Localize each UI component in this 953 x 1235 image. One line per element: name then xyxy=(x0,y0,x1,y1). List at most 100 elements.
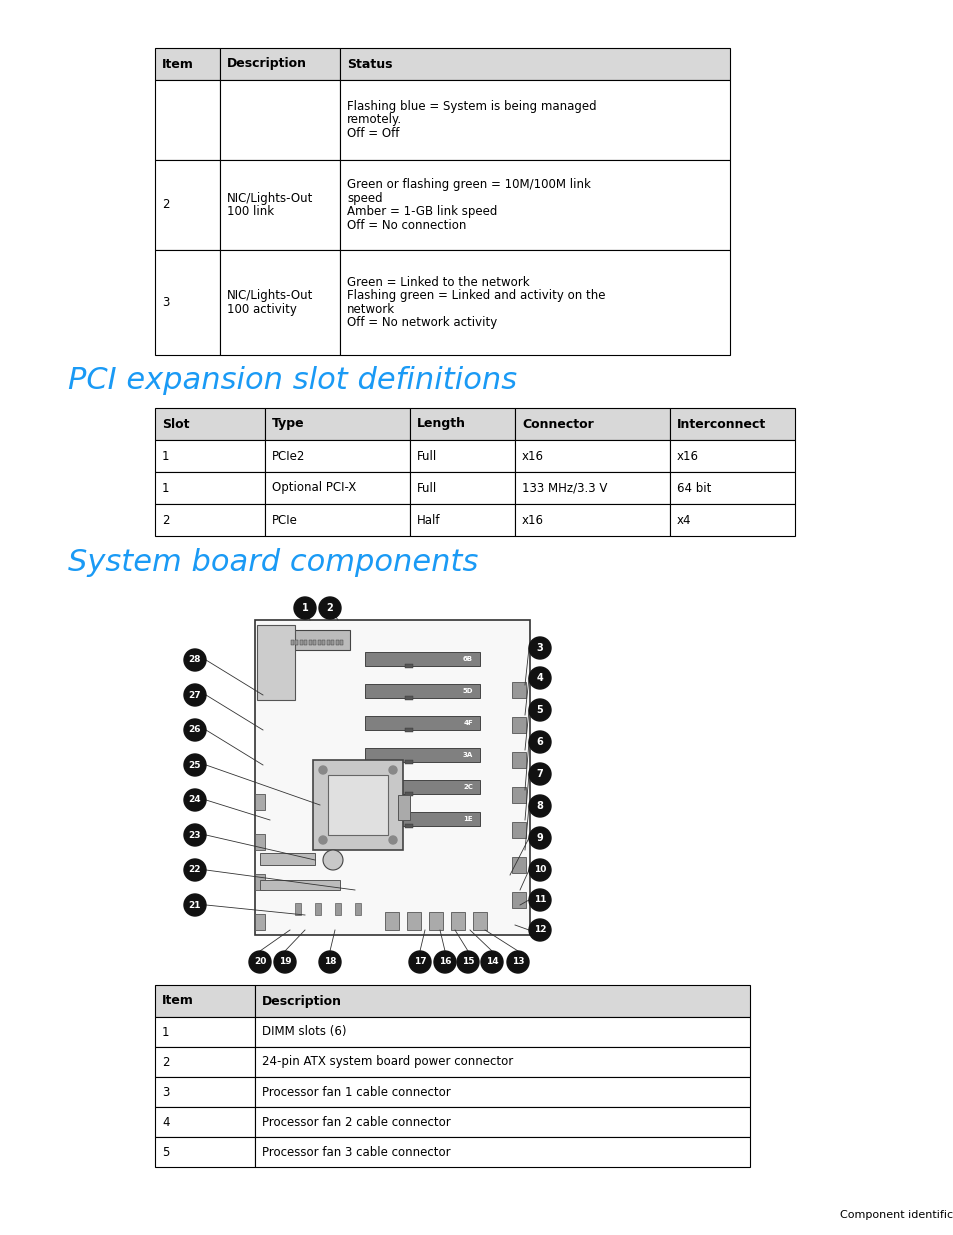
Bar xyxy=(254,620,530,935)
Circle shape xyxy=(480,951,502,973)
Text: 1: 1 xyxy=(301,603,308,613)
Bar xyxy=(327,640,330,645)
Bar xyxy=(265,408,410,440)
Bar xyxy=(254,1016,749,1047)
Bar xyxy=(512,752,525,768)
Bar xyxy=(340,640,343,645)
Circle shape xyxy=(184,894,206,916)
Text: remotely.: remotely. xyxy=(347,114,402,126)
Circle shape xyxy=(529,763,551,785)
Text: 6: 6 xyxy=(536,737,543,747)
Circle shape xyxy=(434,951,456,973)
Text: Description: Description xyxy=(262,994,341,1008)
Bar xyxy=(328,776,388,835)
Bar xyxy=(365,652,479,666)
Text: 12: 12 xyxy=(533,925,546,935)
Circle shape xyxy=(409,951,431,973)
Text: Amber = 1-GB link speed: Amber = 1-GB link speed xyxy=(347,205,497,219)
Text: Full: Full xyxy=(416,450,436,462)
Text: NIC/Lights-Out: NIC/Lights-Out xyxy=(227,289,313,303)
Text: 7: 7 xyxy=(536,769,543,779)
Text: 3A: 3A xyxy=(462,752,473,758)
Text: 4F: 4F xyxy=(463,720,473,726)
Bar xyxy=(515,472,669,504)
Text: x16: x16 xyxy=(521,514,543,526)
Circle shape xyxy=(389,836,396,844)
Text: Full: Full xyxy=(416,482,436,494)
Circle shape xyxy=(529,699,551,721)
Bar xyxy=(154,1107,254,1137)
Text: Off = Off: Off = Off xyxy=(347,127,399,140)
Bar xyxy=(309,640,312,645)
Text: 4: 4 xyxy=(162,1115,170,1129)
Bar xyxy=(254,1137,749,1167)
Text: 1: 1 xyxy=(162,1025,170,1039)
Text: 100 activity: 100 activity xyxy=(227,303,296,316)
Bar xyxy=(295,640,298,645)
Bar xyxy=(335,640,338,645)
Bar xyxy=(260,881,339,890)
Bar xyxy=(355,903,360,915)
Bar xyxy=(339,48,729,80)
Bar xyxy=(154,472,265,504)
Circle shape xyxy=(456,951,478,973)
Text: PCIe2: PCIe2 xyxy=(272,450,305,462)
Circle shape xyxy=(274,951,295,973)
Text: speed: speed xyxy=(347,191,382,205)
Text: 6B: 6B xyxy=(462,656,473,662)
Bar xyxy=(669,408,794,440)
Text: 17: 17 xyxy=(414,957,426,967)
Text: 1: 1 xyxy=(162,450,170,462)
Bar xyxy=(515,408,669,440)
Bar xyxy=(294,903,301,915)
Circle shape xyxy=(529,637,551,659)
Bar xyxy=(429,911,442,930)
Circle shape xyxy=(529,860,551,881)
Bar xyxy=(669,440,794,472)
Bar xyxy=(405,824,413,827)
Circle shape xyxy=(184,719,206,741)
Circle shape xyxy=(294,597,315,619)
Bar xyxy=(265,472,410,504)
Bar xyxy=(254,953,265,969)
Text: 4: 4 xyxy=(536,673,543,683)
Text: 22: 22 xyxy=(189,866,201,874)
Text: 133 MHz/3.3 V: 133 MHz/3.3 V xyxy=(521,482,607,494)
Text: network: network xyxy=(347,303,395,316)
Circle shape xyxy=(249,951,271,973)
Bar xyxy=(365,811,479,826)
Text: 3: 3 xyxy=(162,296,170,309)
Bar xyxy=(669,504,794,536)
Text: Processor fan 2 cable connector: Processor fan 2 cable connector xyxy=(262,1115,450,1129)
Text: x16: x16 xyxy=(677,450,699,462)
Text: 10: 10 xyxy=(534,866,546,874)
Bar xyxy=(410,408,515,440)
Bar xyxy=(515,504,669,536)
Bar xyxy=(220,48,339,80)
Bar xyxy=(322,640,325,645)
Text: Green or flashing green = 10M/100M link: Green or flashing green = 10M/100M link xyxy=(347,178,590,191)
Bar xyxy=(154,408,265,440)
Bar xyxy=(220,249,339,354)
Text: Type: Type xyxy=(272,417,304,431)
Text: 19: 19 xyxy=(278,957,291,967)
Bar xyxy=(220,161,339,249)
Text: 5: 5 xyxy=(536,705,543,715)
Circle shape xyxy=(529,889,551,911)
Text: x4: x4 xyxy=(677,514,691,526)
Bar xyxy=(154,986,254,1016)
Bar xyxy=(220,80,339,161)
Bar xyxy=(291,640,294,645)
Bar xyxy=(254,986,749,1016)
Text: 18: 18 xyxy=(323,957,335,967)
Bar xyxy=(317,640,320,645)
Bar xyxy=(154,80,220,161)
Text: x16: x16 xyxy=(521,450,543,462)
Circle shape xyxy=(184,789,206,811)
Bar xyxy=(254,1047,749,1077)
Circle shape xyxy=(184,755,206,776)
Text: Flashing green = Linked and activity on the: Flashing green = Linked and activity on … xyxy=(347,289,605,303)
Circle shape xyxy=(529,731,551,753)
Circle shape xyxy=(184,824,206,846)
Text: 8: 8 xyxy=(536,802,543,811)
